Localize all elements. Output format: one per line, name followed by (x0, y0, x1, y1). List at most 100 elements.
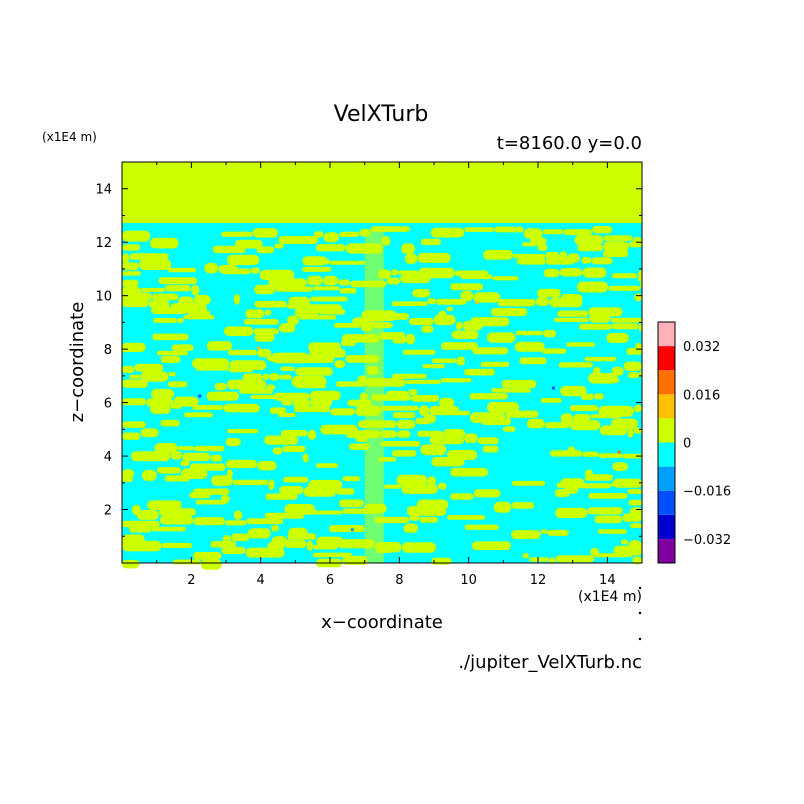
field-blob (429, 436, 464, 445)
field-blob (195, 499, 226, 505)
field-blob (279, 486, 304, 495)
field-blob (264, 512, 304, 519)
field-blob (397, 430, 411, 438)
field-blob (422, 364, 445, 369)
field-blob (233, 510, 243, 520)
field-blob (543, 329, 557, 338)
field-blob (280, 366, 296, 371)
field-blob (580, 393, 594, 400)
field-blob (473, 292, 501, 303)
plot-area: 2 4 6 8 10 12 14 2 4 6 8 10 12 14 (95, 161, 643, 588)
field-blob (286, 303, 306, 309)
field-blob (156, 467, 181, 474)
field-blob (638, 270, 642, 278)
y-tick-label: 4 (104, 450, 112, 465)
field-blob (278, 412, 296, 417)
field-blob (341, 339, 356, 347)
field-blob (223, 403, 260, 413)
field-blob (243, 318, 279, 325)
field-blob (603, 241, 630, 252)
field-blob (338, 279, 350, 286)
field-blob (471, 541, 511, 550)
field-blob (349, 443, 370, 450)
field-blob (522, 553, 530, 559)
field-blob (557, 310, 589, 317)
colorbar-segment (658, 370, 675, 395)
field-blob (231, 533, 250, 542)
field-blob (228, 349, 258, 356)
field-blob (480, 361, 510, 367)
field-blob (212, 245, 246, 254)
field-blob (170, 404, 182, 409)
field-blob (302, 266, 332, 272)
field-blob (511, 530, 541, 539)
field-blob (154, 443, 178, 454)
colorbar-segment (658, 394, 675, 419)
field-blob (560, 385, 587, 397)
field-blob (153, 318, 177, 323)
field-blob (464, 433, 478, 443)
field-blob (521, 242, 538, 247)
field-blob (314, 259, 330, 265)
field-blob (229, 360, 267, 370)
field-blob (150, 237, 179, 249)
field-blob (122, 432, 141, 440)
field-blob (464, 524, 499, 530)
field-blob (268, 479, 275, 491)
colorbar-segment (658, 538, 675, 563)
field-blob (280, 430, 308, 437)
x-unit-label: (x1E4 m) (578, 589, 642, 605)
field-blob (333, 323, 361, 328)
x-tick-label: 12 (530, 573, 547, 588)
field-blob (537, 288, 561, 298)
field-blob (295, 383, 327, 389)
field-blob (577, 244, 603, 252)
field-blob (589, 313, 611, 323)
field-blob (603, 235, 633, 241)
field-blob (256, 246, 275, 254)
field-blob (436, 410, 470, 416)
field-blob (225, 459, 257, 469)
field-blob (129, 525, 152, 533)
field-blob (501, 379, 537, 388)
extreme-spot (350, 528, 354, 532)
field-blob (339, 231, 360, 237)
field-blob (313, 544, 338, 550)
field-blob (590, 414, 622, 419)
field-blob (409, 515, 420, 521)
field-blob (245, 309, 265, 319)
field-blob (259, 269, 295, 281)
field-blob (157, 350, 188, 356)
field-blob (396, 474, 428, 486)
field-blob (581, 256, 592, 264)
y-tick-label: 14 (95, 183, 112, 198)
field-blob (342, 476, 361, 482)
field-blob (469, 393, 508, 400)
field-blob (306, 540, 314, 551)
field-blob (270, 524, 279, 532)
source-file-label: ./jupiter_VelXTurb.nc (458, 652, 642, 673)
field-blob (611, 323, 639, 330)
field-blob (472, 347, 509, 355)
field-blob (161, 542, 192, 548)
field-blob (637, 276, 642, 282)
field-blob (629, 241, 642, 248)
field-blob (430, 227, 465, 238)
field-blob (122, 398, 147, 406)
field-blob (560, 413, 573, 424)
field-blob (323, 275, 339, 286)
field-blob (555, 555, 595, 563)
field-blob (151, 306, 188, 315)
center-seam (364, 228, 384, 564)
dot-marks (638, 586, 642, 641)
field-blob (582, 267, 607, 278)
field-blob (541, 348, 567, 354)
field-blob (330, 408, 355, 416)
field-blob (431, 457, 465, 467)
field-blob (460, 290, 474, 302)
field-blob (339, 287, 357, 294)
field-blob (160, 355, 181, 363)
x-tick-label: 10 (460, 573, 477, 588)
field-blob (405, 333, 416, 345)
field-blob (417, 430, 444, 437)
